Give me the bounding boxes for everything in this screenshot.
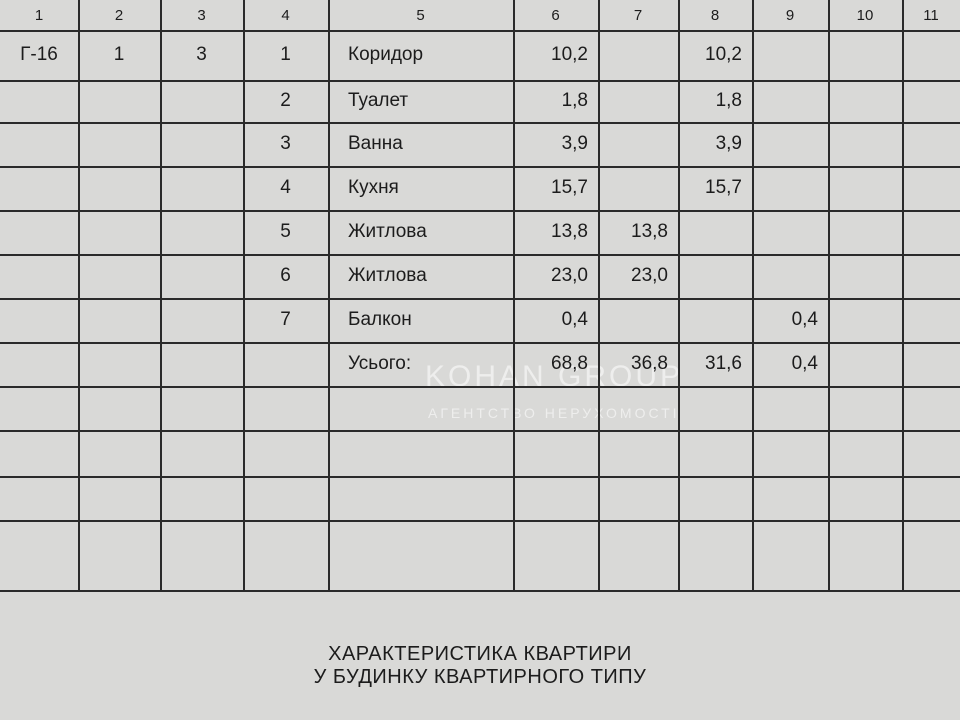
table-cell: 1,8 <box>715 90 742 111</box>
room-name: Балкон <box>348 309 412 330</box>
room-name: Коридор <box>348 44 424 65</box>
room-name: Житлова <box>348 221 427 242</box>
table-cell: 7 <box>280 309 291 330</box>
table-cell: 3 <box>196 44 207 65</box>
table-cell: 0,4 <box>791 353 818 374</box>
table-cell: 15,7 <box>705 177 742 198</box>
table-cell: 5 <box>280 221 291 242</box>
table-cell: 3,9 <box>561 133 588 154</box>
column-line <box>828 0 830 590</box>
column-number: 8 <box>710 7 720 24</box>
table-cell: 1 <box>113 44 125 65</box>
room-name: Кухня <box>348 177 399 198</box>
table-cell: 0,4 <box>791 309 818 330</box>
row-line <box>0 30 960 32</box>
row-line <box>0 430 960 432</box>
column-number: 5 <box>416 7 425 24</box>
row-line <box>0 122 960 124</box>
column-line <box>678 0 680 590</box>
row-line <box>0 166 960 168</box>
column-line <box>902 0 904 590</box>
room-name: Усього: <box>348 353 412 374</box>
table-cell: 15,7 <box>551 177 588 198</box>
column-number: 3 <box>197 7 206 24</box>
table-cell: 3,9 <box>715 133 742 154</box>
column-number: 4 <box>281 7 290 24</box>
table-cell: 3 <box>280 133 291 154</box>
column-number: 11 <box>923 7 939 24</box>
table-cell: 10,2 <box>705 44 742 65</box>
table-cell: 2 <box>280 90 291 111</box>
table-cell: 13,8 <box>551 221 588 242</box>
column-number: 9 <box>785 7 795 24</box>
table-cell: 13,8 <box>631 221 668 242</box>
room-name: Житлова <box>348 265 427 286</box>
room-name: Туалет <box>348 90 409 111</box>
row-line <box>0 210 960 212</box>
table-cell: 68,8 <box>551 353 588 374</box>
table-cell: 10,2 <box>551 44 588 65</box>
column-number: 6 <box>551 7 560 24</box>
row-line <box>0 386 960 388</box>
row-line <box>0 80 960 82</box>
watermark-tagline: АГЕНТСТВО НЕРУХОМОСТІ <box>428 405 680 421</box>
table-cell: 23,0 <box>551 265 588 286</box>
table-cell: 36,8 <box>631 353 668 374</box>
table-cell: 1,8 <box>561 90 588 111</box>
column-line <box>243 0 245 590</box>
table-cell: Г-16 <box>20 44 58 65</box>
column-line <box>513 0 515 590</box>
row-line <box>0 520 960 522</box>
caption-line: У БУДИНКУ КВАРТИРНОГО ТИПУ <box>313 666 647 688</box>
table-cell: 4 <box>280 177 291 198</box>
row-line <box>0 476 960 478</box>
column-line <box>78 0 80 590</box>
row-line <box>0 590 960 592</box>
column-line <box>160 0 162 590</box>
caption-line: ХАРАКТЕРИСТИКА КВАРТИРИ <box>328 643 632 665</box>
table-cell: 6 <box>280 265 291 286</box>
column-line <box>328 0 330 590</box>
table-cell: 1 <box>280 44 291 65</box>
row-line <box>0 342 960 344</box>
table-cell: 0,4 <box>561 309 588 330</box>
table-cell: 23,0 <box>631 265 668 286</box>
column-number: 7 <box>633 7 643 24</box>
column-number: 10 <box>856 7 874 24</box>
row-line <box>0 254 960 256</box>
room-name: Ванна <box>348 133 403 154</box>
table-cell: 31,6 <box>705 353 742 374</box>
column-number: 1 <box>34 7 44 24</box>
column-line <box>752 0 754 590</box>
column-number: 2 <box>114 7 124 24</box>
column-line <box>598 0 600 590</box>
row-line <box>0 298 960 300</box>
